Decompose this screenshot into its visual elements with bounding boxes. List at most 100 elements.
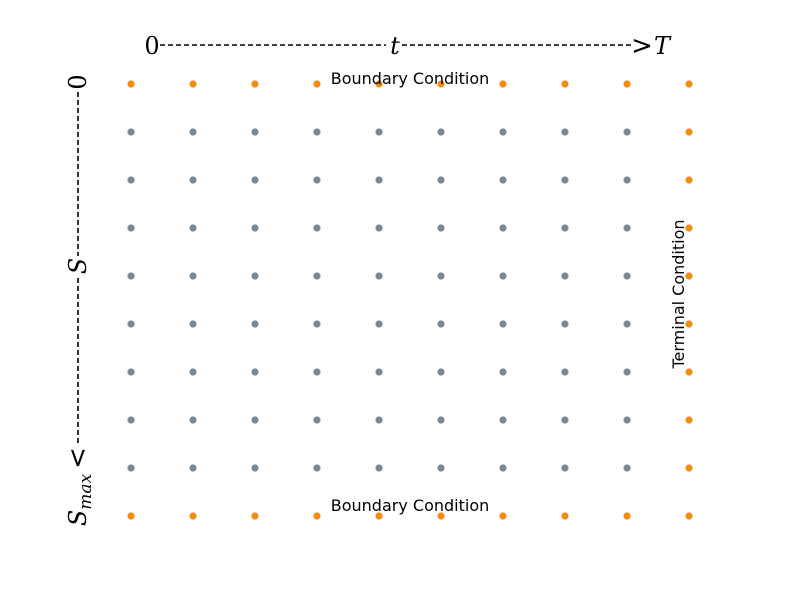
boundary-node <box>251 512 259 520</box>
boundary-node <box>685 224 693 232</box>
price-axis-end-label-base: S <box>64 510 92 526</box>
boundary-condition-top-label: Boundary Condition <box>331 69 490 88</box>
interior-node <box>623 464 631 472</box>
boundary-node <box>685 80 693 88</box>
interior-node <box>437 272 445 280</box>
boundary-node <box>189 512 197 520</box>
interior-node <box>313 272 321 280</box>
interior-node <box>313 368 321 376</box>
boundary-node <box>375 80 383 88</box>
interior-node <box>127 464 135 472</box>
interior-node <box>251 128 259 136</box>
boundary-node <box>251 80 259 88</box>
boundary-node <box>623 512 631 520</box>
interior-node <box>313 320 321 328</box>
interior-node <box>437 416 445 424</box>
interior-node <box>437 176 445 184</box>
interior-node <box>499 368 507 376</box>
boundary-node <box>685 464 693 472</box>
interior-node <box>375 320 383 328</box>
boundary-node <box>499 80 507 88</box>
interior-node <box>561 368 569 376</box>
interior-node <box>127 416 135 424</box>
interior-node <box>127 176 135 184</box>
time-axis: 0 t > T <box>144 31 672 61</box>
price-axis: 0 S < Smax <box>63 74 96 526</box>
interior-node <box>375 416 383 424</box>
interior-node <box>561 176 569 184</box>
interior-node <box>623 224 631 232</box>
boundary-node <box>127 512 135 520</box>
interior-node <box>375 176 383 184</box>
interior-node <box>251 176 259 184</box>
time-axis-mid-label: t <box>390 32 400 60</box>
price-axis-start-label: 0 <box>64 74 92 89</box>
price-axis-end-label: Smax <box>64 473 96 526</box>
interior-node <box>437 320 445 328</box>
interior-node <box>437 128 445 136</box>
interior-node <box>561 224 569 232</box>
boundary-node <box>685 512 693 520</box>
interior-node <box>499 464 507 472</box>
boundary-condition-bottom-label: Boundary Condition <box>331 496 490 515</box>
interior-node <box>561 272 569 280</box>
boundary-node <box>375 512 383 520</box>
interior-node <box>251 416 259 424</box>
time-axis-arrow: > <box>631 31 653 61</box>
grid-nodes <box>127 80 693 520</box>
boundary-node <box>127 80 135 88</box>
interior-node <box>313 224 321 232</box>
boundary-node <box>437 512 445 520</box>
interior-node <box>189 464 197 472</box>
interior-node <box>313 464 321 472</box>
boundary-node <box>623 80 631 88</box>
interior-node <box>313 128 321 136</box>
interior-node <box>189 272 197 280</box>
interior-node <box>127 368 135 376</box>
boundary-node <box>189 80 197 88</box>
price-axis-mid-label: S <box>64 258 92 274</box>
boundary-node <box>685 416 693 424</box>
interior-node <box>375 368 383 376</box>
interior-node <box>189 320 197 328</box>
interior-node <box>251 272 259 280</box>
boundary-node <box>685 368 693 376</box>
interior-node <box>623 320 631 328</box>
interior-node <box>623 128 631 136</box>
interior-node <box>127 224 135 232</box>
interior-node <box>499 176 507 184</box>
interior-node <box>313 176 321 184</box>
interior-node <box>561 128 569 136</box>
interior-node <box>251 368 259 376</box>
interior-node <box>561 464 569 472</box>
interior-node <box>189 368 197 376</box>
interior-node <box>499 128 507 136</box>
interior-node <box>561 416 569 424</box>
interior-node <box>437 224 445 232</box>
interior-node <box>189 128 197 136</box>
boundary-node <box>499 512 507 520</box>
boundary-node <box>685 320 693 328</box>
interior-node <box>375 128 383 136</box>
interior-node <box>499 272 507 280</box>
time-axis-start-label: 0 <box>144 32 159 60</box>
interior-node <box>623 368 631 376</box>
interior-node <box>437 368 445 376</box>
boundary-node <box>561 80 569 88</box>
interior-node <box>375 272 383 280</box>
interior-node <box>313 416 321 424</box>
interior-node <box>437 464 445 472</box>
price-axis-end-label-sub: max <box>76 473 96 509</box>
interior-node <box>189 416 197 424</box>
interior-node <box>623 416 631 424</box>
interior-node <box>375 464 383 472</box>
interior-node <box>251 224 259 232</box>
interior-node <box>127 272 135 280</box>
boundary-node <box>313 512 321 520</box>
interior-node <box>127 128 135 136</box>
interior-node <box>499 416 507 424</box>
price-axis-arrow: < <box>63 447 93 469</box>
interior-node <box>623 176 631 184</box>
